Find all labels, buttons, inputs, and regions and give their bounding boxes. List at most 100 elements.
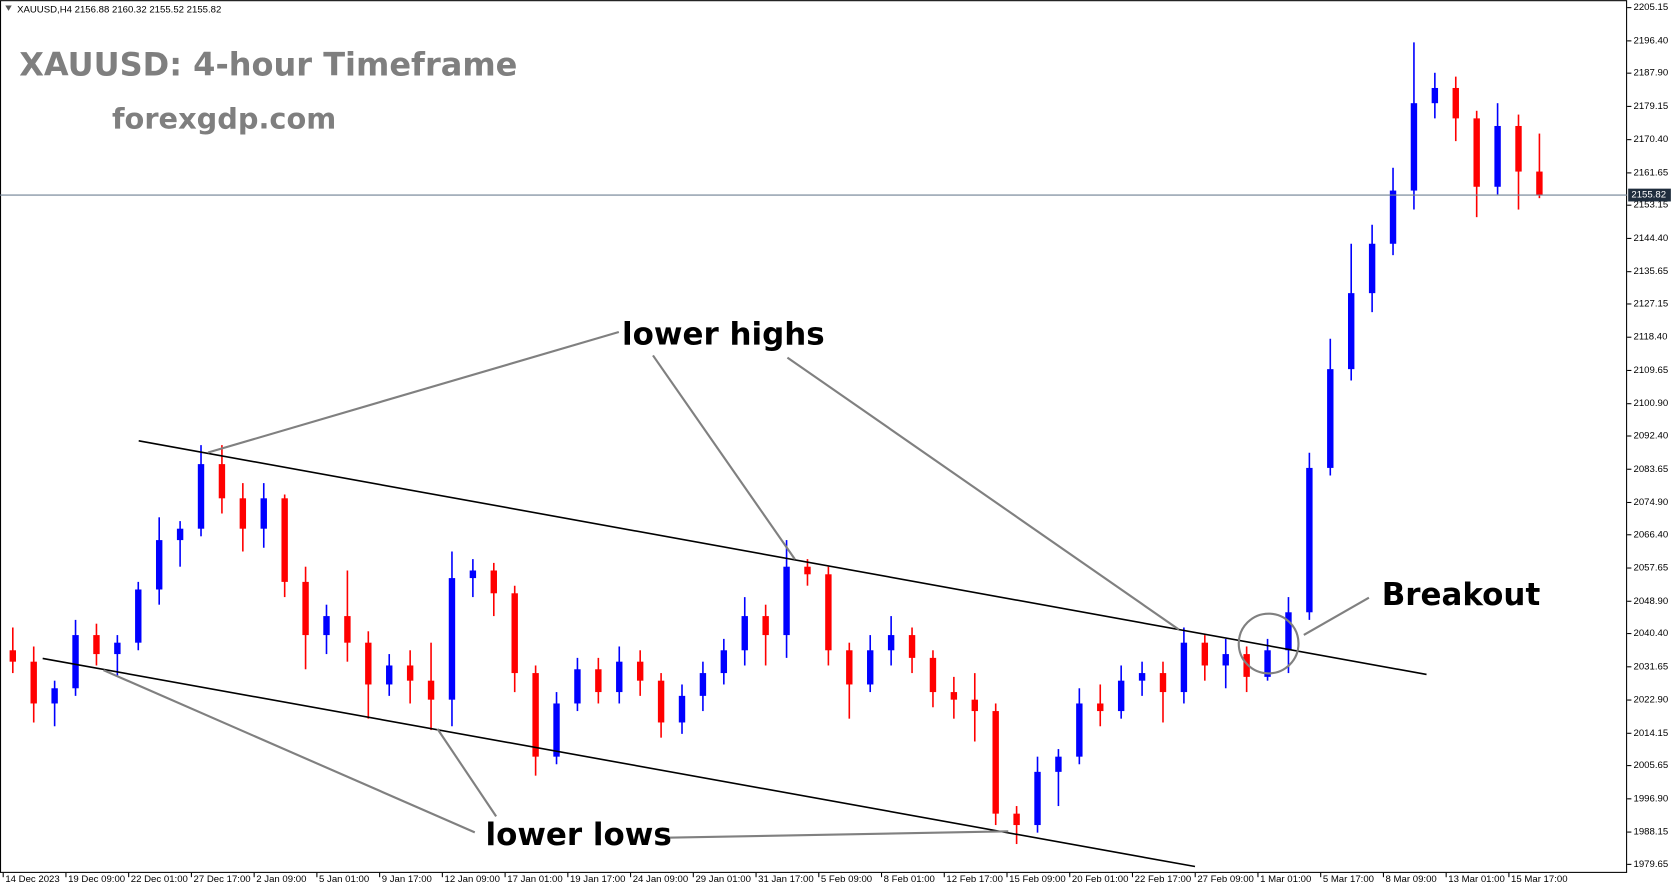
candle-body [887, 635, 895, 651]
candle-body [1410, 103, 1418, 191]
x-tick-label: 19 Dec 09:00 [68, 874, 125, 885]
candle-body [1013, 813, 1020, 826]
candle-body [867, 650, 874, 685]
candle-body [616, 661, 623, 693]
candle-body [448, 578, 456, 700]
candle-body [762, 616, 769, 636]
candle-body [1180, 642, 1188, 693]
candle-body [1494, 125, 1501, 187]
y-tick-label: 2083.65 [1634, 464, 1669, 475]
pointers [103, 330, 1370, 839]
candle-body [323, 616, 330, 636]
price-label-box [1628, 188, 1671, 202]
candle-body [93, 635, 100, 655]
x-tick-label: 5 Mar 17:00 [1323, 874, 1374, 885]
candle-body [636, 661, 644, 681]
y-tick-label: 2205.15 [1634, 2, 1669, 13]
price-label: 2155.82 [1631, 190, 1666, 201]
candle-body [386, 665, 393, 685]
candle-body [825, 574, 832, 651]
pointer [436, 728, 498, 817]
candle-body [1097, 703, 1104, 712]
y-tick-label: 2031.65 [1634, 661, 1669, 672]
y-tick-label: 2170.40 [1634, 134, 1669, 145]
candle-body [1368, 243, 1376, 294]
candle-body [469, 570, 477, 579]
candle-body [302, 581, 309, 636]
candle-body [51, 688, 58, 704]
y-tick-label: 1996.90 [1634, 793, 1669, 804]
candle-body [1159, 673, 1167, 693]
candle-body [992, 711, 999, 814]
candle-body [553, 703, 560, 757]
y-tick-label: 2153.15 [1634, 200, 1669, 211]
x-tick-label: 12 Feb 17:00 [946, 874, 1003, 885]
candle-body [197, 464, 205, 529]
candle-body [657, 680, 665, 723]
candle-body [699, 673, 707, 696]
candle-body [595, 669, 602, 693]
annotation: lower lows [485, 817, 671, 853]
candle-body [1222, 654, 1229, 666]
chart-subtitle: forexgdp.com [112, 102, 336, 136]
x-tick-label: 27 Dec 17:00 [194, 874, 251, 885]
x-tick-label: 8 Feb 01:00 [884, 874, 935, 885]
candle-body [1473, 118, 1480, 187]
plot-frame [0, 0, 1628, 873]
candle-body [783, 566, 790, 636]
y-tick-label: 2196.40 [1634, 35, 1669, 46]
x-tick-label: 9 Jan 17:00 [382, 874, 432, 885]
candle-body [741, 616, 748, 651]
candle-body [9, 650, 17, 662]
annotation: lower highs [622, 317, 825, 353]
y-tick-label: 1988.15 [1634, 827, 1669, 838]
chart-title: XAUUSD: 4-hour Timeframe [19, 45, 517, 83]
candle-body [1348, 293, 1355, 370]
y-tick-label: 2014.15 [1634, 728, 1669, 739]
y-tick-label: 2074.90 [1634, 497, 1669, 508]
candles [9, 42, 1543, 845]
candle-body [365, 642, 372, 685]
pointer [666, 830, 1009, 839]
candle-body [804, 566, 811, 575]
candle-body [30, 661, 37, 704]
x-tick-label: 5 Feb 09:00 [821, 874, 872, 885]
x-tick-label: 22 Feb 17:00 [1135, 874, 1192, 885]
candle-body [1389, 190, 1397, 244]
x-tick-label: 2 Jan 09:00 [256, 874, 306, 885]
pointer [786, 356, 1180, 631]
candle-body [281, 498, 288, 582]
candle-body [574, 669, 581, 704]
x-tick-label: 13 Mar 01:00 [1448, 874, 1505, 885]
candle-body [1055, 756, 1062, 772]
candle-body [511, 593, 518, 674]
y-tick-label: 2118.40 [1634, 332, 1668, 343]
candle-body [1431, 87, 1439, 104]
candle-body [427, 680, 435, 700]
candle-body [678, 695, 686, 723]
candle-body [929, 657, 937, 693]
candle-body [490, 570, 497, 594]
x-tick-label: 5 Jan 01:00 [319, 874, 369, 885]
candle-body [971, 699, 978, 712]
x-tick-label: 27 Feb 09:00 [1197, 874, 1254, 885]
x-tick-label: 8 Mar 09:00 [1386, 874, 1437, 885]
y-tick-label: 2187.90 [1634, 68, 1669, 79]
candle-body [260, 498, 267, 529]
candle-body [1536, 171, 1543, 196]
y-tick-label: 2127.15 [1634, 299, 1669, 310]
candle-body [114, 642, 121, 655]
candle-body [1285, 612, 1292, 651]
annotation: Breakout [1382, 577, 1541, 613]
candle-body [950, 692, 958, 700]
x-tick-label: 31 Jan 17:00 [758, 874, 813, 885]
candle-body [406, 665, 414, 681]
candle-body [1327, 369, 1334, 468]
menu-icon [5, 5, 12, 11]
x-tick-label: 29 Jan 01:00 [695, 874, 750, 885]
y-tick-label: 2057.65 [1634, 563, 1669, 574]
candle-body [344, 616, 351, 643]
candle-body [239, 498, 247, 529]
x-tick-label: 24 Jan 09:00 [633, 874, 688, 885]
